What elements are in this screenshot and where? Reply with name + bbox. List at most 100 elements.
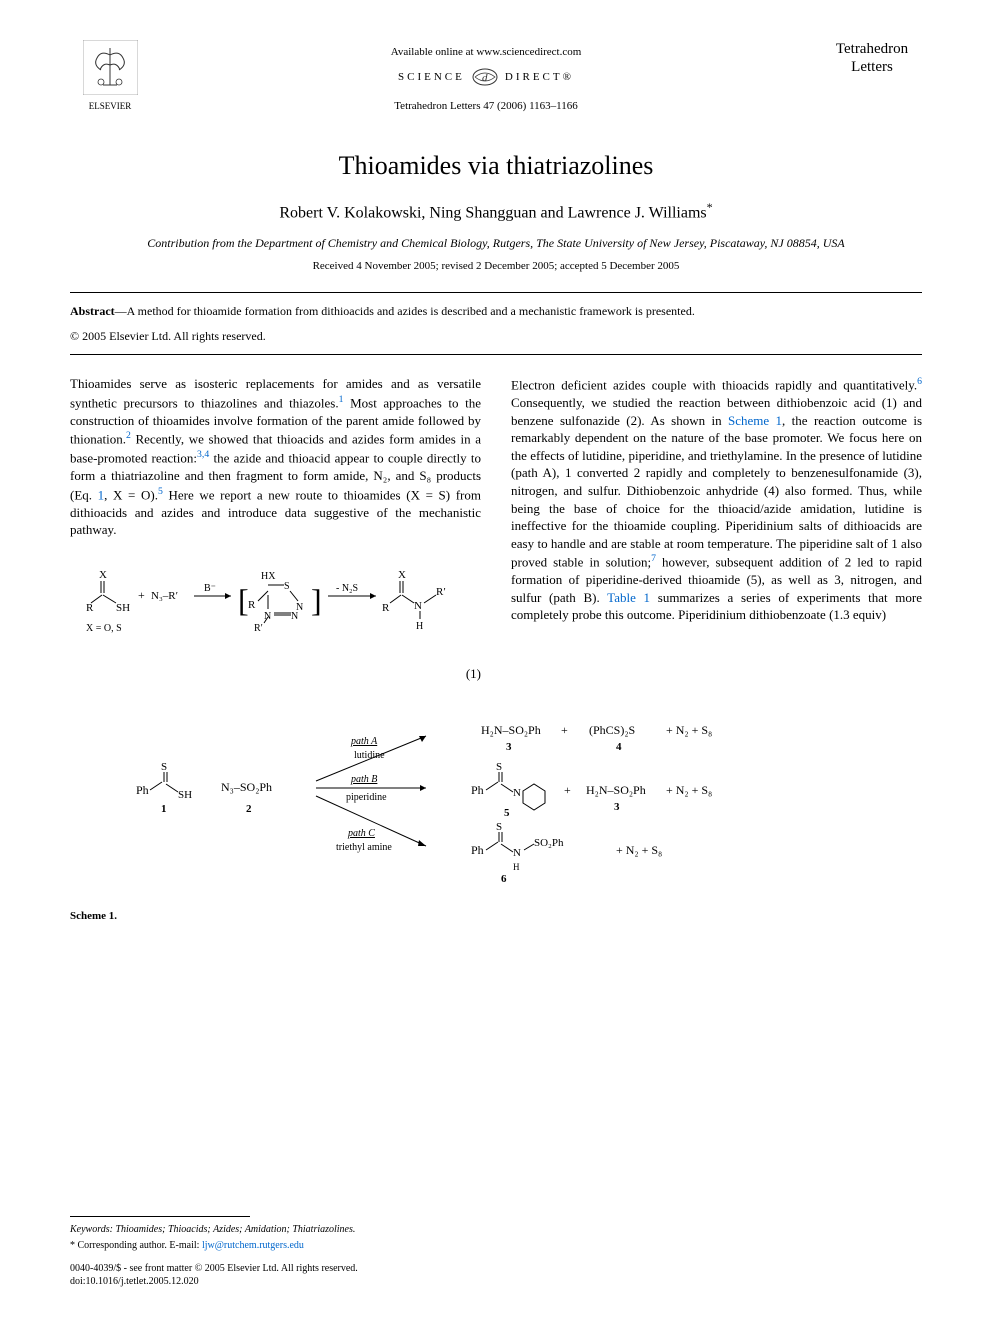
equation-1-svg: X R SH X = O, S + N₃–R′ B⁻ [ HX xyxy=(86,553,466,663)
rule-top xyxy=(70,292,922,293)
svg-text:5: 5 xyxy=(504,807,510,819)
svg-text:R: R xyxy=(248,599,256,611)
svg-text:path B: path B xyxy=(350,774,377,785)
column-right: Electron deficient azides couple with th… xyxy=(511,375,922,686)
svg-text:S: S xyxy=(284,581,290,592)
table-1-link[interactable]: Table 1 xyxy=(607,590,650,605)
email-link[interactable]: ljw@rutchem.rutgers.edu xyxy=(202,1240,304,1251)
authors: Robert V. Kolakowski, Ning Shangguan and… xyxy=(70,200,922,224)
svg-text:B⁻: B⁻ xyxy=(204,583,216,594)
scheme-1-caption: Scheme 1. xyxy=(70,909,922,923)
svg-text:X = O, S: X = O, S xyxy=(86,623,122,634)
svg-text:S: S xyxy=(496,821,502,833)
available-online-text: Available online at www.sciencedirect.co… xyxy=(150,45,822,59)
svg-text:H: H xyxy=(416,621,423,632)
footer-doi: doi:10.1016/j.tetlet.2005.12.020 xyxy=(70,1275,922,1288)
svg-text:S: S xyxy=(496,761,502,773)
keywords-label: Keywords: xyxy=(70,1224,113,1235)
paper-title: Thioamides via thiatriazolines xyxy=(70,149,922,183)
ref-6[interactable]: 6 xyxy=(917,376,922,387)
body-columns: Thioamides serve as isosteric replacemen… xyxy=(70,375,922,686)
svg-text:X: X xyxy=(398,569,406,581)
svg-text:Ph: Ph xyxy=(136,783,149,797)
svg-text:- N₂S: - N₂S xyxy=(336,583,358,594)
equation-1-scheme: X R SH X = O, S + N₃–R′ B⁻ [ HX xyxy=(70,553,481,683)
abstract-text: —A method for thioamide formation from d… xyxy=(115,304,695,318)
scheme-1-svg: Ph S SH 1 N₃–SO₂Ph 2 path A lutidine H₂N… xyxy=(86,706,906,896)
svg-text:SH: SH xyxy=(116,602,130,614)
svg-text:H₂N–SO₂Ph: H₂N–SO₂Ph xyxy=(586,783,646,797)
svg-text:N: N xyxy=(513,847,521,859)
svg-text:N₃–SO₂Ph: N₃–SO₂Ph xyxy=(221,780,272,794)
rule-bottom xyxy=(70,354,922,355)
svg-text:path C: path C xyxy=(347,828,375,839)
keywords-line: Keywords: Thioamides; Thioacids; Azides;… xyxy=(70,1223,922,1236)
body-para-2: Electron deficient azides couple with th… xyxy=(511,375,922,623)
scheme-1: Ph S SH 1 N₃–SO₂Ph 2 path A lutidine H₂N… xyxy=(70,706,922,923)
svg-text:N: N xyxy=(513,787,521,799)
svg-text:SO₂Ph: SO₂Ph xyxy=(534,837,564,849)
svg-text:N₃–R′: N₃–R′ xyxy=(151,590,178,602)
svg-text:H: H xyxy=(513,862,520,872)
sd-text2: DIRECT® xyxy=(505,70,574,84)
corresponding-author: * Corresponding author. E-mail: ljw@rutc… xyxy=(70,1239,922,1252)
article-dates: Received 4 November 2005; revised 2 Dece… xyxy=(70,259,922,273)
svg-text:+ N₂ + S₈: + N₂ + S₈ xyxy=(616,843,662,857)
svg-text:+: + xyxy=(564,783,571,797)
svg-text:N: N xyxy=(264,611,271,622)
svg-text:4: 4 xyxy=(616,741,622,753)
elsevier-tree-icon xyxy=(83,40,138,95)
author-names: Robert V. Kolakowski, Ning Shangguan and… xyxy=(279,205,706,222)
science-direct-logo: SCIENCE d DIRECT® xyxy=(150,67,822,87)
svg-text:triethyl amine: triethyl amine xyxy=(336,842,392,853)
page-footer: Keywords: Thioamides; Thioacids; Azides;… xyxy=(70,1216,922,1288)
svg-text:N: N xyxy=(291,611,298,622)
author-asterisk: * xyxy=(707,200,713,214)
svg-text:HX: HX xyxy=(261,571,276,582)
svg-text:SH: SH xyxy=(178,789,192,801)
copyright-line: © 2005 Elsevier Ltd. All rights reserved… xyxy=(70,329,922,345)
svg-text:N: N xyxy=(414,600,422,612)
svg-text:3: 3 xyxy=(614,801,620,813)
science-direct-icon: d xyxy=(471,67,499,87)
svg-text:X: X xyxy=(99,569,107,581)
svg-text:+: + xyxy=(561,723,568,737)
svg-text:R′: R′ xyxy=(254,623,263,634)
footer-rule xyxy=(70,1216,250,1217)
paper-header: ELSEVIER Available online at www.science… xyxy=(70,40,922,114)
svg-text:]: ] xyxy=(311,582,322,618)
svg-text:R′: R′ xyxy=(436,586,446,598)
header-center: Available online at www.sciencedirect.co… xyxy=(150,40,822,114)
journal-reference: Tetrahedron Letters 47 (2006) 1163–1166 xyxy=(150,99,822,113)
svg-text:R: R xyxy=(382,602,390,614)
svg-text:S: S xyxy=(161,761,167,773)
svg-text:path A: path A xyxy=(350,736,378,747)
svg-text:1: 1 xyxy=(161,803,167,815)
svg-text:6: 6 xyxy=(501,873,507,885)
scheme-1-link[interactable]: Scheme 1 xyxy=(728,413,782,428)
svg-text:d: d xyxy=(482,72,491,84)
publisher-logo: ELSEVIER xyxy=(70,40,150,112)
abstract-label: Abstract xyxy=(70,304,115,318)
keywords-text: Thioamides; Thioacids; Azides; Amidation… xyxy=(113,1224,355,1235)
body-para-1: Thioamides serve as isosteric replacemen… xyxy=(70,375,481,538)
column-left: Thioamides serve as isosteric replacemen… xyxy=(70,375,481,686)
equation-number: (1) xyxy=(70,665,481,683)
abstract: Abstract—A method for thioamide formatio… xyxy=(70,303,922,319)
affiliation: Contribution from the Department of Chem… xyxy=(70,235,922,252)
svg-text:(PhCS)₂S: (PhCS)₂S xyxy=(589,723,635,737)
svg-text:+: + xyxy=(138,588,145,602)
ref-3-4[interactable]: 3,4 xyxy=(197,449,209,460)
svg-text:2: 2 xyxy=(246,803,252,815)
svg-text:Ph: Ph xyxy=(471,783,484,797)
svg-text:R: R xyxy=(86,602,94,614)
svg-text:H₂N–SO₂Ph: H₂N–SO₂Ph xyxy=(481,723,541,737)
svg-text:Ph: Ph xyxy=(471,843,484,857)
svg-text:+ N₂ + S₈: + N₂ + S₈ xyxy=(666,783,712,797)
sd-text1: SCIENCE xyxy=(398,70,465,84)
svg-text:+ N₂ + S₈: + N₂ + S₈ xyxy=(666,723,712,737)
journal-name: Tetrahedron Letters xyxy=(822,40,922,76)
svg-text:3: 3 xyxy=(506,741,512,753)
footer-issn: 0040-4039/$ - see front matter © 2005 El… xyxy=(70,1262,922,1275)
publisher-name: ELSEVIER xyxy=(70,101,150,113)
